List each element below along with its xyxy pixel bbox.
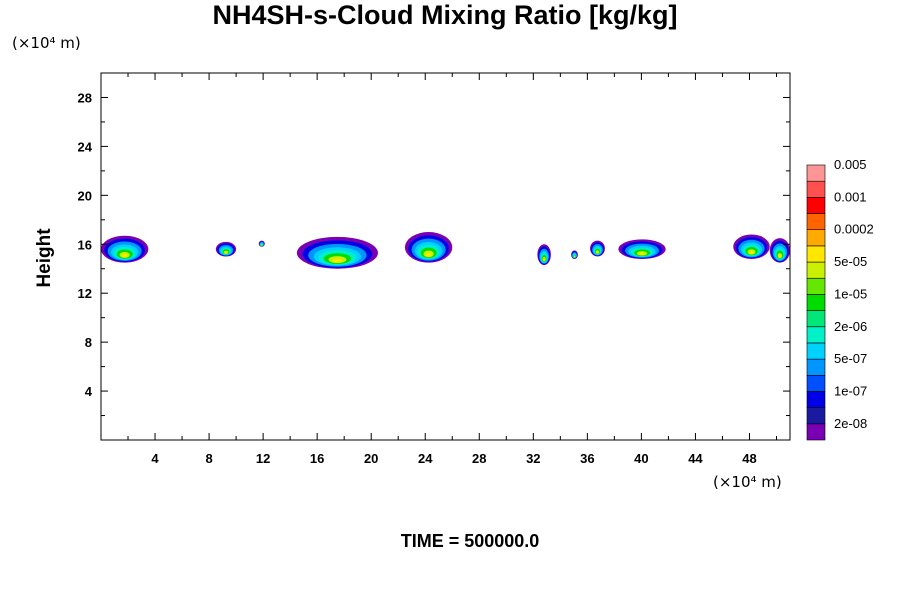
x-tick-label: 16 bbox=[310, 451, 324, 466]
x-tick-label: 32 bbox=[526, 451, 540, 466]
colorbar-swatch bbox=[806, 261, 826, 279]
cloud-contour bbox=[224, 251, 228, 254]
colorbar-label: 1e-05 bbox=[834, 286, 867, 301]
cloud-region bbox=[733, 234, 770, 259]
colorbar-swatch bbox=[806, 342, 826, 360]
chart-title: NH4SH-s-Cloud Mixing Ratio [kg/kg] bbox=[212, 0, 678, 30]
cloud-contour bbox=[543, 258, 545, 261]
colorbar-swatch bbox=[806, 358, 826, 376]
cloud-region bbox=[258, 240, 265, 247]
cloud-region bbox=[296, 236, 378, 269]
x-tick-label: 40 bbox=[634, 451, 648, 466]
x-tick-label: 36 bbox=[580, 451, 594, 466]
y-axis: 4 8 12 16 20 24 28 bbox=[78, 90, 790, 417]
colorbar-swatch bbox=[806, 374, 826, 392]
colorbar-swatch bbox=[806, 229, 826, 247]
plot-frame bbox=[100, 72, 791, 441]
colorbar-label: 0.005 bbox=[834, 157, 867, 172]
y-axis-unit: (×10⁴ m) bbox=[12, 34, 81, 52]
colorbar-swatch bbox=[806, 213, 826, 231]
x-axis-unit: (×10⁴ m) bbox=[713, 473, 782, 491]
cloud-contour bbox=[425, 252, 432, 257]
cloud-contour bbox=[749, 251, 754, 255]
cloud-region bbox=[590, 240, 605, 257]
x-tick-label: 44 bbox=[688, 451, 703, 466]
colorbar-label: 5e-05 bbox=[834, 254, 867, 269]
colorbar-swatch bbox=[806, 294, 826, 311]
colorbar-label: 2e-06 bbox=[834, 319, 867, 334]
x-tick-label: 8 bbox=[205, 451, 212, 466]
y-tick-label: 24 bbox=[78, 139, 93, 154]
colorbar-swatch bbox=[806, 423, 826, 441]
colorbar-swatch bbox=[806, 326, 826, 344]
colorbar-label: 5e-07 bbox=[834, 351, 867, 366]
y-tick-label: 8 bbox=[85, 335, 92, 350]
cloud-layer bbox=[101, 232, 791, 269]
y-tick-label: 16 bbox=[78, 237, 92, 252]
x-tick-label: 12 bbox=[256, 451, 270, 466]
y-axis-label: Height bbox=[34, 228, 55, 288]
colorbar-label: 2e-08 bbox=[834, 416, 867, 431]
x-tick-label: 28 bbox=[472, 451, 486, 466]
cloud-contour bbox=[121, 254, 128, 258]
cloud-region bbox=[215, 241, 237, 257]
colorbar-swatch bbox=[806, 407, 826, 425]
cloud-contour bbox=[639, 252, 645, 256]
x-axis: 4 8 12 16 20 24 28 32 36 40 44 48 bbox=[127, 73, 777, 466]
colorbar-swatch bbox=[806, 391, 826, 408]
cloud-region bbox=[618, 239, 666, 259]
cloud-contour bbox=[261, 244, 263, 246]
x-tick-label: 24 bbox=[418, 451, 433, 466]
x-tick-label: 20 bbox=[364, 451, 378, 466]
y-tick-label: 12 bbox=[78, 286, 92, 301]
colorbar-label: 1e-07 bbox=[834, 383, 867, 398]
x-tick-label: 48 bbox=[742, 451, 756, 466]
colorbar-label: 0.0002 bbox=[834, 222, 874, 237]
y-tick-label: 4 bbox=[85, 384, 93, 399]
colorbar: 2e-08 1e-07 5e-07 2e-06 1e-05 5e-05 0.0002 0.00… bbox=[806, 157, 874, 441]
cloud-contour bbox=[596, 251, 599, 254]
colorbar-swatch bbox=[806, 245, 826, 263]
y-tick-label: 20 bbox=[78, 188, 92, 203]
y-tick-label: 28 bbox=[78, 90, 92, 105]
colorbar-swatch bbox=[806, 310, 826, 328]
cloud-region bbox=[571, 250, 578, 259]
cloud-contour bbox=[332, 258, 343, 263]
cloud-region bbox=[769, 238, 791, 263]
cloud-region bbox=[404, 232, 453, 263]
colorbar-swatch bbox=[806, 197, 826, 214]
cloud-region bbox=[101, 235, 149, 263]
colorbar-swatch bbox=[806, 164, 826, 182]
colorbar-swatch bbox=[806, 180, 826, 198]
cloud-region bbox=[537, 244, 551, 266]
cloud-contour bbox=[574, 256, 575, 258]
time-label: TIME = 500000.0 bbox=[400, 531, 540, 551]
colorbar-swatch bbox=[806, 277, 826, 295]
cloud-contour bbox=[778, 254, 782, 258]
x-tick-label: 4 bbox=[151, 451, 159, 466]
colorbar-label: 0.001 bbox=[834, 189, 867, 204]
